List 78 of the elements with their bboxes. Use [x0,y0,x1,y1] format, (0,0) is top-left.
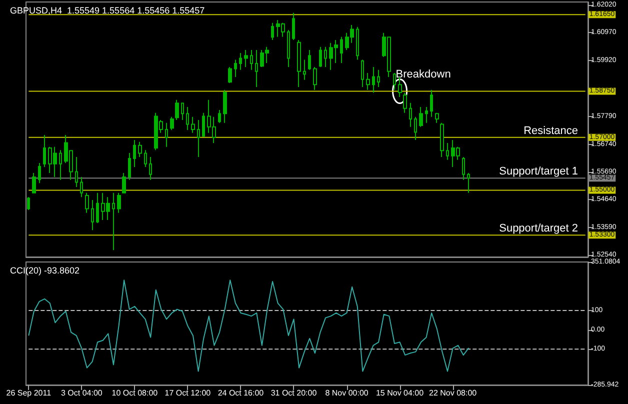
candlestick [366,72,370,90]
x-tick-label: 15 Nov 04:00 [376,388,424,398]
annotation: Support/target 2 [499,222,578,235]
candlestick [91,199,94,231]
candlestick [435,112,439,124]
candlestick [292,12,295,41]
candlestick [303,59,306,80]
x-tick-label: 26 Sep 2011 [6,388,52,398]
candlestick [75,156,78,188]
candlestick [218,109,221,124]
candlestick [313,66,317,90]
candlestick [32,172,36,194]
candlestick [191,116,195,134]
candlestick [356,26,359,60]
candlestick [297,40,301,88]
x-tick-label: 17 Oct 12:00 [164,388,212,398]
candlestick [165,122,168,148]
chart-title: GBPUSD,H4 1.55549 1.55564 1.55456 1.55457 [10,6,205,16]
x-tick-label: 8 Nov 00:00 [325,388,369,398]
chart-title: CCI(20) -93.8602 [10,266,80,276]
candlestick [271,22,274,41]
annotation: Resistance [524,124,578,137]
candlestick [430,89,433,118]
candlestick [186,106,189,131]
candlestick [446,142,449,160]
candlestick [96,192,99,224]
candlestick [239,52,242,70]
candlestick [403,92,407,114]
candlestick [372,66,375,94]
candlestick [223,89,227,124]
candlestick [175,99,179,120]
candlestick [85,192,89,214]
line-series [28,280,470,372]
candlestick [393,72,396,90]
x-tick-label: 10 Oct 08:00 [112,388,158,398]
candlestick [440,122,444,158]
candlestick [149,156,152,180]
candlestick [138,141,142,158]
candlestick [419,106,423,128]
candlestick [117,192,121,214]
candlestick [234,59,237,78]
candlestick [197,119,200,158]
candlestick [398,76,402,98]
candlestick [308,50,311,70]
x-tick-label: 31 Oct 20:00 [270,388,318,398]
candlestick [361,59,364,88]
candlestick [128,152,131,180]
x-tick-label: 22 Nov 08:00 [429,388,478,398]
candlestick [255,50,258,88]
candlestick [287,29,290,68]
candlestick [202,112,205,138]
candlestick [38,162,41,184]
candlestick [170,116,174,131]
candlestick [425,106,428,124]
candlestick [250,50,253,70]
candlestick [27,196,30,211]
candlestick [377,69,380,88]
candlestick [462,156,465,180]
candlestick [414,116,417,141]
candlestick [144,150,147,168]
annotation: Support/target 1 [499,166,578,178]
candlestick [340,36,343,64]
annotation: Breakdown [396,68,451,81]
candlestick [112,192,115,251]
candlestick [133,140,136,168]
x-tick-label: 3 Oct 04:00 [60,388,103,398]
candlestick [181,102,184,120]
x-tick-label: 24 Oct 16:00 [218,388,264,398]
candlestick [467,172,470,194]
candlestick [324,46,327,68]
candlestick [59,150,62,180]
candlestick [43,134,46,168]
candlestick [409,102,412,128]
candlestick [80,176,83,198]
candlestick [228,66,232,84]
candlestick [122,172,126,194]
candlestick [319,46,322,68]
candlestick [244,50,248,68]
